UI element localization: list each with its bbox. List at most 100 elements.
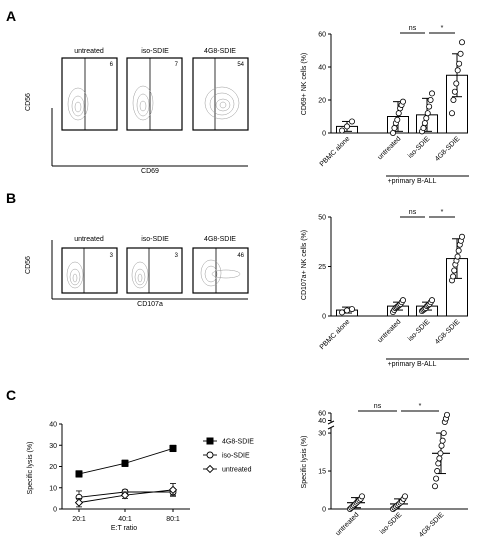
y-axis-label: Specific lysis (%)	[301, 436, 308, 489]
data-point	[451, 88, 458, 95]
data-point	[435, 460, 442, 467]
y-axis-label: CD69+ NK cells (%)	[301, 53, 308, 115]
data-point	[456, 60, 463, 67]
data-point	[437, 450, 444, 457]
significance-label: ns	[409, 209, 417, 216]
flow-plot-title: iso-SDIE	[141, 48, 169, 55]
x-tick-label: untreated	[377, 318, 403, 344]
marker-diamond	[205, 464, 215, 474]
x-tick-label: iso-SDIE	[379, 511, 404, 536]
y-tick-label: 10	[49, 485, 57, 492]
y-tick-label: 15	[318, 469, 326, 476]
data-point	[420, 125, 427, 132]
flow-plot-iso-b: iso-SDIE 3	[126, 236, 183, 294]
data-point	[455, 247, 462, 254]
y-tick-label: 30	[318, 431, 326, 438]
significance-label: *	[441, 25, 444, 32]
data-point	[436, 455, 443, 462]
flow-plot-value: 7	[175, 62, 179, 68]
y-tick-label: 0	[53, 507, 57, 514]
x-tick-label: 4G8-SDIE	[434, 135, 462, 163]
data-point	[426, 103, 433, 110]
flow-plots-a: CD56 CD69 untreated 6 iso-SDIE 7 4G8-SDI…	[25, 48, 249, 175]
bar-chart-b: CD107a+ NK cells (%) +primary B-ALL 0 25 5…	[301, 209, 469, 368]
x-tick-label: 80:1	[166, 516, 180, 523]
x-tick-label: 4G8-SDIE	[434, 318, 462, 346]
significance-label: ns	[374, 403, 382, 410]
data-point	[399, 98, 406, 105]
y-tick-label: 25	[318, 264, 326, 271]
axis-break-mark	[327, 420, 335, 425]
x-tick-label: untreated	[335, 511, 361, 537]
x-tick-label: untreated	[377, 135, 403, 161]
data-point	[428, 297, 435, 304]
marker-square	[121, 459, 129, 467]
flow-contour	[67, 87, 89, 121]
legend-item: 4G8-SDIE	[203, 437, 254, 446]
data-point	[438, 442, 445, 449]
significance-label: *	[419, 403, 422, 410]
y-tick-label: 20	[318, 98, 326, 105]
data-point	[389, 129, 396, 136]
x-tick-label: iso-SDIE	[407, 135, 432, 160]
flow-plot-value: 54	[237, 62, 244, 68]
series-untreated	[74, 483, 178, 508]
data-point	[458, 39, 465, 46]
marker-square	[75, 470, 83, 478]
data-point	[421, 120, 428, 127]
flow-plot-value: 6	[110, 62, 114, 68]
flow-plots-b: CD56 CD107a untreated 3 iso-SDIE 3 4G8-S…	[25, 236, 249, 308]
data-point	[451, 267, 458, 274]
marker-diamond	[168, 485, 178, 495]
line-chart-c: Specific lysis (%) E:T ratio 0 10 20 30 40 20…	[27, 422, 254, 533]
data-point	[443, 411, 450, 418]
data-point	[454, 253, 461, 260]
x-tick-label: iso-SDIE	[407, 318, 432, 343]
flow-b-x-label: CD107a	[137, 301, 163, 308]
data-point	[448, 110, 455, 117]
flow-plot-iso-a: iso-SDIE 7	[126, 48, 183, 131]
x-tick-label: 20:1	[72, 516, 86, 523]
legend-item: iso-SDIE	[203, 451, 250, 460]
data-point	[401, 493, 408, 500]
data-point	[394, 116, 401, 123]
flow-contour	[204, 86, 240, 120]
significance-label: ns	[409, 25, 417, 32]
flow-plot-title: iso-SDIE	[141, 236, 169, 243]
group-label: +primary B-ALL	[388, 361, 437, 368]
flow-plot-untreated-a: untreated 6	[61, 48, 118, 131]
significance-label: *	[441, 209, 444, 216]
data-point	[343, 123, 350, 130]
data-point	[450, 273, 457, 280]
data-point	[424, 110, 431, 117]
axis-break-mark	[327, 425, 335, 430]
y-tick-label: 30	[49, 443, 57, 450]
data-point	[423, 115, 430, 122]
panel-letter-c: C	[6, 387, 16, 403]
legend-label: untreated	[222, 467, 252, 474]
flow-plot-title: 4G8-SDIE	[204, 48, 236, 55]
data-point	[457, 50, 464, 57]
flow-contour	[66, 261, 84, 289]
data-point	[338, 309, 345, 316]
x-tick-label: 4G8-SDIE	[418, 511, 446, 539]
flow-plot-title: untreated	[74, 48, 104, 55]
data-point	[431, 483, 438, 490]
flow-contour	[131, 261, 149, 289]
data-point	[358, 493, 365, 500]
data-point	[434, 468, 441, 475]
data-point	[433, 475, 440, 482]
marker-square	[169, 444, 177, 452]
flow-plot-value: 3	[110, 253, 114, 259]
data-point	[399, 297, 406, 304]
marker-square	[206, 437, 214, 445]
data-point	[391, 125, 398, 132]
y-tick-label: 0	[322, 131, 326, 138]
y-tick-label: 0	[322, 507, 326, 514]
y-axis-label: CD107a+ NK cells (%)	[301, 230, 308, 300]
panel-letter-b: B	[6, 190, 16, 206]
y-tick-label: 0	[322, 314, 326, 321]
legend-item: untreated	[203, 464, 252, 474]
flow-contour	[200, 259, 241, 287]
